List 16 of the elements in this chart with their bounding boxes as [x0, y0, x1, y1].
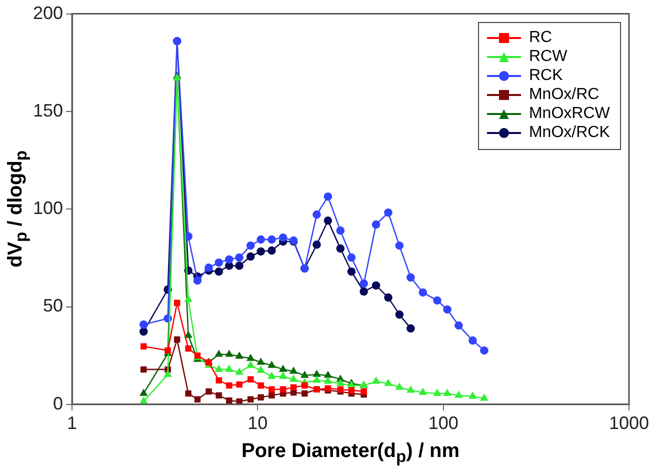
x-tick-label: 1000	[608, 413, 649, 434]
y-tick-label: 150	[32, 100, 64, 120]
x-tick-label: 1	[67, 413, 78, 434]
legend-label: RCK	[528, 67, 563, 86]
x-tick-label: 10	[248, 413, 268, 434]
legend-label: MnOx/RC	[528, 86, 600, 104]
legend-label: RC	[528, 29, 552, 48]
y-tick-label: 0	[53, 393, 64, 414]
y-tick-label: 200	[32, 2, 64, 23]
legend-label: RCW	[528, 48, 568, 66]
x-axis-title: Pore Diameter(d$_{p}$) / nm	[240, 440, 461, 467]
y-tick-label: 50	[43, 296, 64, 316]
legend-label: MnOxRCW	[528, 105, 610, 124]
legend-label: MnOx/RCK	[528, 124, 610, 142]
x-tick-label: 100	[428, 413, 458, 434]
y-tick-label: 100	[32, 198, 64, 218]
